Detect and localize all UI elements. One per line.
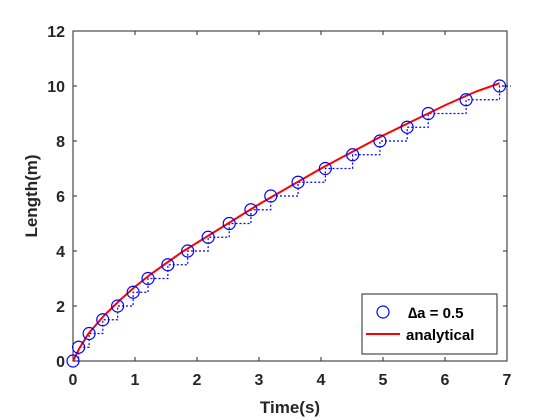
y-tick-label: 4 (56, 244, 65, 261)
x-tick-label: 0 (69, 372, 78, 389)
y-axis-ticks: 0 2 4 6 8 10 12 (47, 24, 507, 371)
x-tick-label: 3 (255, 372, 264, 389)
data-point-marker (82, 326, 96, 341)
data-point-marker (222, 216, 236, 231)
legend: ∆a = 0.5 analytical (361, 293, 498, 355)
series-layer (66, 79, 511, 368)
y-tick-label: 12 (47, 24, 65, 41)
y-tick-label: 2 (56, 299, 65, 316)
data-point-marker (492, 79, 507, 93)
data-point-marker (400, 120, 414, 134)
data-point-marker (161, 258, 175, 272)
y-tick-label: 10 (47, 79, 65, 96)
data-point-marker (459, 93, 473, 107)
x-tick-label: 6 (441, 372, 450, 389)
discrete-step-line (73, 85, 511, 362)
x-tick-label: 1 (131, 372, 140, 389)
x-axis-ticks: 0 1 2 3 4 5 6 7 (69, 31, 512, 389)
x-axis-label: Time(s) (260, 398, 320, 417)
legend-box (361, 293, 498, 355)
data-point-marker (141, 271, 155, 286)
data-point-marker (373, 134, 387, 148)
y-tick-label: 8 (56, 134, 65, 151)
legend-marker-circle-icon (376, 305, 390, 319)
data-point-marker (421, 106, 435, 121)
y-axis-label: Length(m) (22, 154, 41, 237)
data-point-marker (126, 285, 140, 299)
data-point-marker (111, 299, 125, 313)
data-point-marker (346, 148, 360, 162)
data-point-marker (244, 203, 258, 217)
y-tick-label: 0 (56, 354, 65, 371)
data-point-marker (291, 175, 305, 189)
data-point-marker (318, 161, 332, 176)
x-tick-label: 4 (317, 372, 326, 389)
data-point-marker (71, 340, 86, 354)
y-tick-label: 6 (56, 189, 65, 206)
data-point-marker (201, 230, 215, 244)
x-tick-label: 7 (503, 372, 512, 389)
legend-label-discrete: ∆a = 0.5 (408, 305, 463, 322)
x-tick-label: 5 (379, 372, 388, 389)
x-tick-label: 2 (193, 372, 202, 389)
data-point-marker (264, 189, 278, 203)
data-point-marker (181, 244, 195, 258)
data-point-marker (96, 313, 110, 327)
data-point-marker (66, 354, 80, 368)
legend-label-analytical: analytical (406, 327, 474, 344)
